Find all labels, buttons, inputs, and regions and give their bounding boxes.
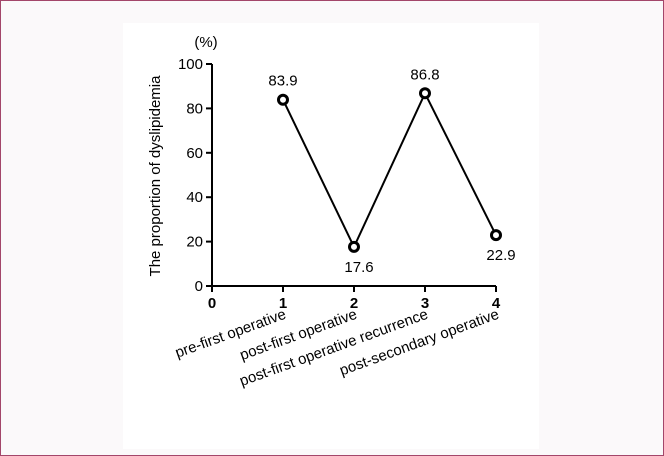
unit-label: (%) [194,34,217,51]
x-tick-label: 3 [421,295,429,312]
x-tick-label: 4 [492,295,501,312]
y-tick-label: 0 [195,278,203,295]
x-tick-label: 0 [208,295,216,312]
y-axis-label: The proportion of dyslipidemia [147,75,164,277]
x-tick-label: 1 [279,295,287,312]
data-label: 17.6 [344,259,373,276]
data-point [419,87,431,100]
series-line [282,90,497,250]
x-tick-label: 2 [350,295,358,312]
y-tick-label: 60 [186,145,203,162]
plot-panel [123,23,539,449]
data-label: 86.8 [410,66,439,83]
y-tick-label: 40 [186,189,203,206]
data-point [277,93,289,106]
data-label: 83.9 [268,73,297,90]
data-point [490,229,502,242]
data-point [348,240,360,253]
series: 83.9 17.6 86.8 22.9 [268,66,515,276]
y-tick-label: 100 [178,56,203,73]
y-tick-label: 20 [186,234,203,251]
y-tick-label: 80 [186,100,203,117]
data-label: 22.9 [486,247,515,264]
